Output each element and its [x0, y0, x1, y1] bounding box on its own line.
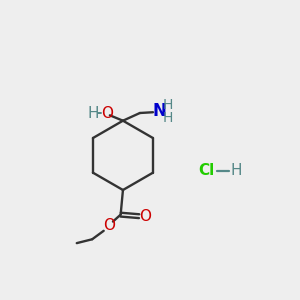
Text: O: O — [101, 106, 113, 121]
Text: N: N — [152, 103, 166, 121]
Text: O: O — [139, 209, 151, 224]
Text: Cl: Cl — [198, 163, 214, 178]
Text: H: H — [230, 163, 242, 178]
Text: O: O — [103, 218, 115, 233]
Text: H: H — [162, 98, 173, 112]
Text: H: H — [88, 106, 99, 121]
Text: H: H — [162, 111, 173, 125]
